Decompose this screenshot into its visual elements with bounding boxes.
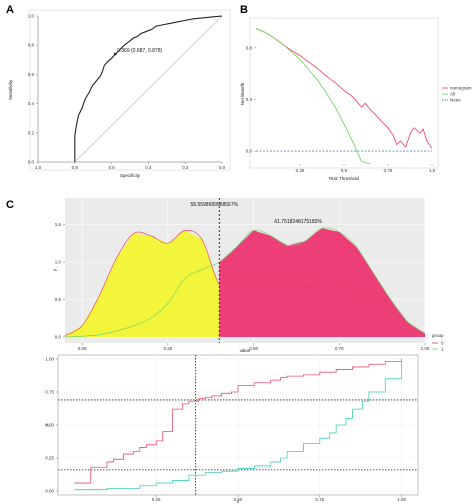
- density-legend: group 01: [432, 333, 444, 352]
- density-x-ticks: 0.00 0.25 0.50 0.75 1.00: [78, 343, 430, 351]
- dca-y-ticks: 0.0 0.4 0.8: [246, 45, 256, 154]
- roc-curve: [74, 15, 223, 162]
- ecdf-x-tick-label: 0.50: [234, 497, 243, 502]
- dca-x-tick-label: 0.25: [296, 168, 305, 173]
- roc-x-tick-label: 0.2: [182, 165, 189, 170]
- roc-y-axis-label: Sensitivity: [8, 79, 13, 100]
- ecdf-y-tick-label: 0.75: [45, 390, 54, 395]
- panel-label-a: A: [6, 4, 14, 16]
- roc-x-axis-label: Specificity: [120, 173, 141, 178]
- roc-y-tick-label: 0.0: [28, 160, 35, 165]
- dca-y-tick-label: 0.4: [246, 97, 253, 102]
- density-y-tick-label: 1.5: [55, 222, 62, 227]
- density-series: [64, 227, 426, 338]
- ecdf-series-1: [74, 359, 403, 491]
- dca-x-axis-label: Risk Threshold: [329, 176, 359, 181]
- roc-x-tick-label: 0.6: [108, 165, 115, 170]
- ecdf-chart: 0.25 0.50 0.75 1.00 0.000.250.500.751.00 x …: [44, 354, 419, 504]
- density-y-tick-label: 1.0: [55, 260, 62, 265]
- roc-x-tick-label: 0.0: [219, 165, 226, 170]
- density-x-tick-label: 0.25: [163, 346, 172, 351]
- density-chart: 58.5598689968567% 61.7518248175183% 0.00…: [52, 198, 444, 353]
- density-x-tick-label: 0.50: [249, 346, 258, 351]
- ecdf-series: [74, 359, 403, 491]
- density-y-tick-label: 0.0: [55, 335, 62, 340]
- ecdf-x-axis-label: x: [237, 499, 240, 504]
- roc-diagonal-line: [74, 15, 223, 163]
- dca-x-tick-label: 1.0: [429, 168, 436, 173]
- density-x-axis-label: value: [240, 348, 251, 353]
- dca-legend-label: nomogram: [450, 86, 472, 91]
- ecdf-x-tick-label: 0.75: [315, 497, 324, 502]
- density-x-tick-label: 1.00: [421, 346, 430, 351]
- density-x-tick-label: 0.00: [78, 346, 87, 351]
- roc-frame: [29, 9, 231, 171]
- density-series-0: [64, 229, 426, 336]
- decision-curve-chart: 0.25 0.5 0.75 1.0 0.00.40.8 Risk Threshold …: [240, 17, 472, 181]
- roc-y-tick-label: 0.6: [28, 72, 35, 77]
- ecdf-y-axis-label: y: [44, 423, 49, 426]
- roc-x-tick-label: 1.0: [35, 165, 42, 170]
- density-y-ticks: 0.0 0.5 1.0 1.5: [55, 222, 65, 340]
- ecdf-gridlines: [58, 355, 418, 495]
- dca-series-nomogram: [256, 28, 432, 149]
- roc-x-tick-label: 0.8: [72, 165, 79, 170]
- dca-x-ticks: 0.25 0.5 0.75 1.0: [296, 164, 436, 173]
- roc-chart: 0.369 (0.687, 0.878) 1.0 0.8 0.6 0.4 0.2 0.0 …: [8, 9, 231, 178]
- roc-y-tick-label: 0.4: [28, 101, 35, 106]
- density-area-right: [219, 228, 425, 337]
- density-legend-label: 1: [441, 347, 444, 352]
- density-y-axis-label: y: [52, 268, 57, 271]
- dca-y-tick-label: 0.8: [246, 45, 253, 50]
- roc-x-tick-label: 0.4: [145, 165, 152, 170]
- density-y-tick-label: 0.5: [55, 297, 62, 302]
- dca-series: [256, 28, 432, 164]
- dca-x-tick-label: 0.5: [341, 168, 348, 173]
- density-series-1: [64, 227, 426, 338]
- roc-y-tick-label: 1.0: [28, 14, 35, 19]
- ecdf-series-0: [74, 359, 403, 484]
- density-areas: [65, 228, 425, 337]
- dca-y-axis-label: Net Benefit: [240, 82, 245, 105]
- roc-y-tick-label: 0.8: [28, 43, 35, 48]
- ecdf-x-tick-label: 1.00: [397, 497, 406, 502]
- roc-y-ticks: 0.0 0.2 0.4 0.6 0.8 1.0: [28, 14, 39, 165]
- ecdf-y-tick-label: 0.00: [45, 489, 54, 494]
- ecdf-x-tick-label: 0.25: [152, 497, 161, 502]
- density-legend-title: group: [432, 333, 444, 338]
- density-x-tick-label: 0.75: [335, 346, 344, 351]
- roc-y-tick-label: 0.2: [28, 130, 35, 135]
- roc-x-ticks: 1.0 0.8 0.6 0.4 0.2 0.0: [35, 161, 226, 170]
- density-legend-label: 0: [441, 341, 444, 346]
- ecdf-y-tick-label: 0.50: [45, 423, 54, 428]
- panel-label-b: B: [240, 4, 248, 16]
- roc-cutoff-point: [113, 52, 117, 56]
- ecdf-y-ticks: 0.00 0.25 0.50 0.75 1.00: [45, 357, 58, 494]
- dca-x-tick-label: 0.75: [384, 168, 393, 173]
- density-area-left: [65, 230, 220, 337]
- dca-series-all: [256, 28, 371, 164]
- ecdf-y-tick-label: 0.25: [45, 456, 54, 461]
- ecdf-x-ticks: 0.25 0.50 0.75 1.00: [152, 495, 407, 502]
- dca-legend-label: All: [450, 92, 455, 97]
- density-annotation-left: 58.5598689968567%: [191, 202, 239, 208]
- density-annotation-right: 61.7518248175183%: [274, 219, 322, 225]
- dca-legend-label: None: [450, 98, 461, 103]
- dca-y-tick-label: 0.0: [246, 149, 253, 154]
- panel-label-c: C: [6, 199, 14, 211]
- roc-annotation: 0.369 (0.687, 0.878): [117, 48, 162, 54]
- ecdf-y-tick-label: 1.00: [45, 357, 54, 362]
